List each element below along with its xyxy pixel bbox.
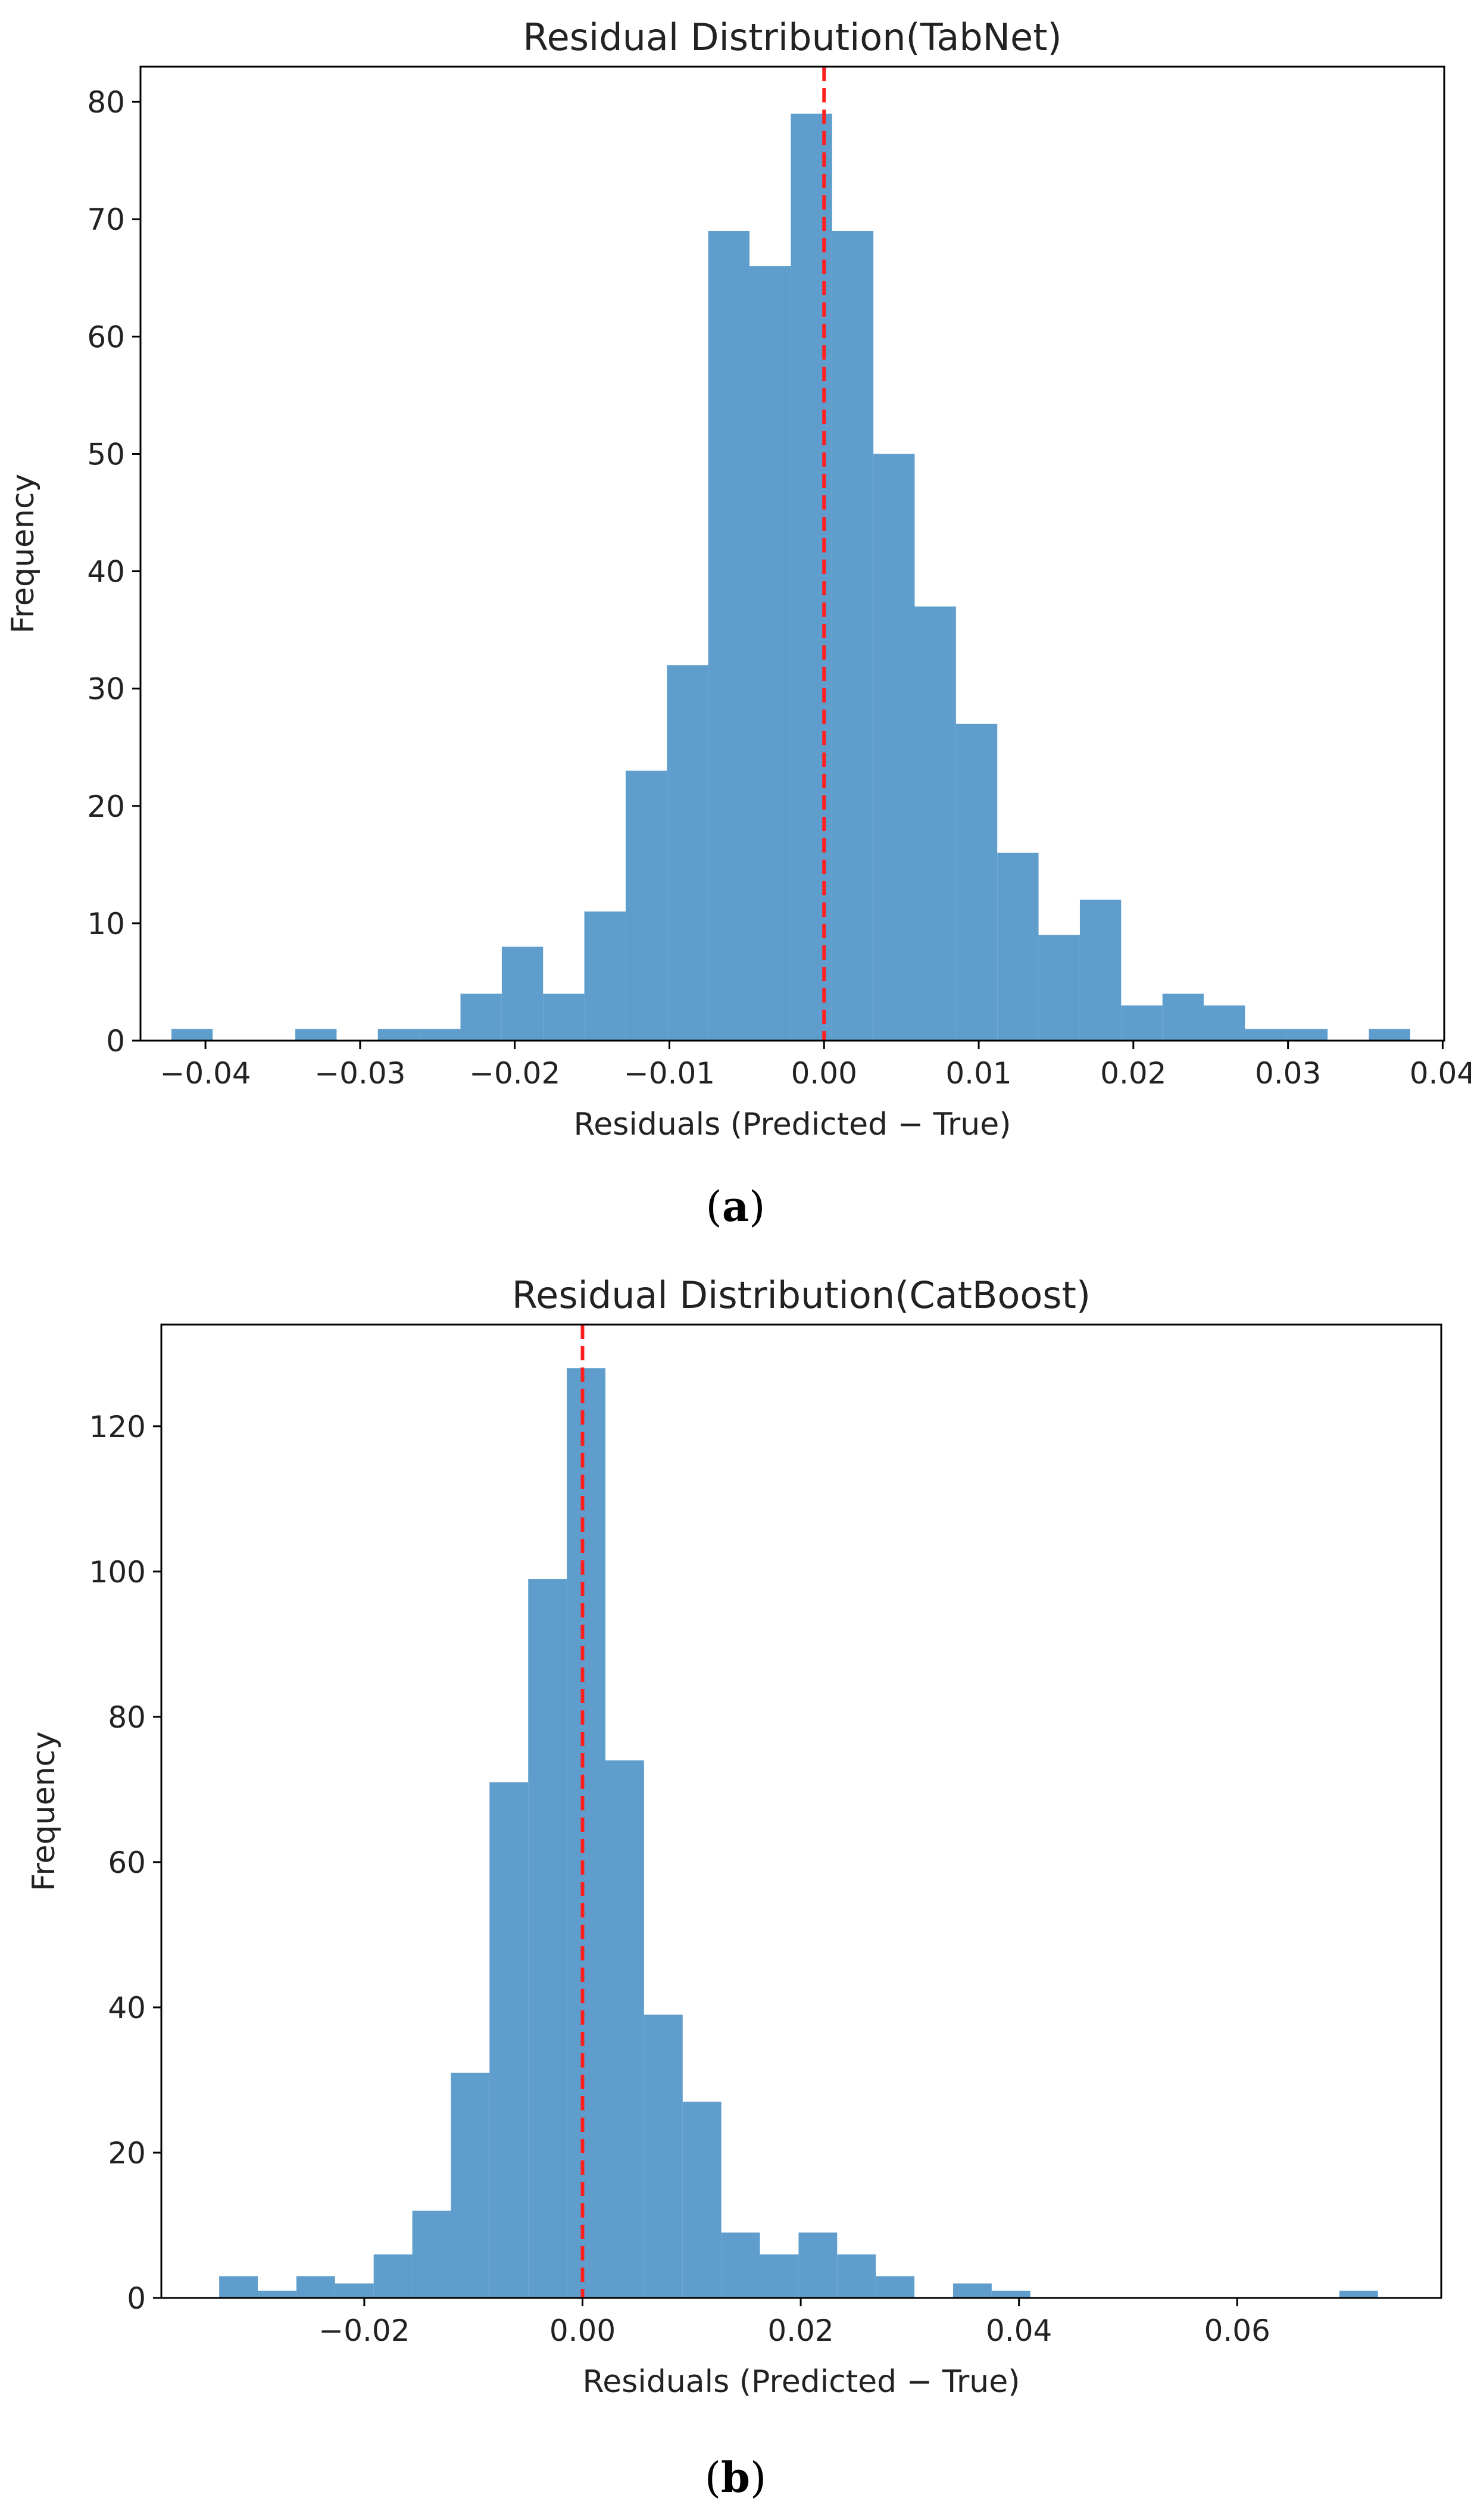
- bars-group: [219, 1368, 1378, 2298]
- y-tick-label: 40: [108, 1991, 146, 2025]
- x-tick-label: 0.03: [1255, 1056, 1321, 1091]
- y-tick-label: 10: [87, 907, 125, 941]
- histogram-bar: [412, 2210, 451, 2298]
- y-tick-label: 0: [106, 1024, 125, 1058]
- histogram-bar: [377, 1029, 420, 1041]
- x-tick-label: 0.04: [986, 2313, 1052, 2348]
- histogram-bar: [1369, 1029, 1410, 1041]
- chart-panel-b: Residual Distribution(CatBoost) −0.02 0.00…: [0, 1256, 1471, 2520]
- histogram-bar: [258, 2290, 296, 2298]
- histogram-bar: [749, 266, 791, 1041]
- histogram-bar: [528, 1579, 567, 2298]
- histogram-bar: [501, 947, 544, 1041]
- x-tick-label: −0.04: [160, 1056, 251, 1091]
- histogram-bar: [682, 2101, 722, 2298]
- histogram-bar: [791, 113, 832, 1041]
- histogram-bar: [605, 1760, 644, 2298]
- y-tick-label: 60: [87, 320, 125, 354]
- x-tick-label: 0.01: [945, 1056, 1011, 1091]
- y-tick-label: 120: [89, 1410, 146, 1444]
- histogram-bar: [625, 770, 667, 1041]
- histogram-bar: [955, 723, 998, 1041]
- histogram-bar: [798, 2232, 838, 2298]
- histogram-bar: [584, 911, 626, 1041]
- y-tick-label: 20: [87, 789, 125, 824]
- histogram-bar: [219, 2276, 258, 2298]
- histogram-bar: [1079, 900, 1122, 1041]
- y-tick-label: 0: [127, 2281, 146, 2316]
- y-tick-label: 60: [108, 1845, 146, 1880]
- chart-panel-a: Residual Distribution(TabNet) −0.04 −0.03 −…: [0, 0, 1471, 1238]
- x-tick-label: 0.02: [767, 2313, 833, 2348]
- x-tick-label: 0.00: [549, 2313, 616, 2348]
- histogram-bar: [373, 2254, 413, 2298]
- histogram-bar: [837, 2254, 876, 2298]
- histogram-catboost: Residual Distribution(CatBoost) −0.02 0.00…: [26, 1273, 1442, 2400]
- histogram-bar: [451, 2072, 490, 2298]
- histogram-bar: [1286, 1029, 1328, 1041]
- y-axis-label: Frequency: [26, 1731, 62, 1891]
- histogram-bar: [1339, 2290, 1378, 2298]
- caption-b: (b): [704, 2453, 767, 2502]
- histogram-bar: [1245, 1029, 1286, 1041]
- x-tick-label: −0.02: [318, 2313, 410, 2348]
- histogram-bar: [873, 454, 915, 1041]
- histogram-bar: [644, 2015, 683, 2298]
- histogram-bar: [876, 2276, 915, 2298]
- histogram-bar: [708, 230, 750, 1041]
- histogram-bar: [296, 2276, 335, 2298]
- x-tick-label: −0.01: [624, 1056, 715, 1091]
- histogram-bar: [295, 1029, 337, 1041]
- y-tick-label: 20: [108, 2136, 146, 2171]
- histogram-bar: [991, 2290, 1030, 2298]
- histogram-bar: [567, 1368, 605, 2298]
- x-tick-label: 0.04: [1410, 1056, 1471, 1091]
- chart-title: Residual Distribution(TabNet): [523, 15, 1061, 59]
- histogram-bar: [1162, 994, 1204, 1041]
- x-axis-label: Residuals (Predicted − True): [583, 2364, 1020, 2400]
- histogram-bar: [335, 2283, 374, 2298]
- histogram-bar: [460, 994, 502, 1041]
- histogram-bar: [543, 994, 585, 1041]
- histogram-bar: [914, 606, 956, 1041]
- chart-title: Residual Distribution(CatBoost): [512, 1273, 1091, 1317]
- y-tick-label: 100: [89, 1555, 146, 1590]
- histogram-bar: [171, 1029, 213, 1041]
- x-tick-label: 0.06: [1204, 2313, 1270, 2348]
- histogram-bar: [1121, 1005, 1163, 1041]
- x-tick-label: −0.03: [314, 1056, 405, 1091]
- histogram-bar: [952, 2283, 992, 2298]
- histogram-bar: [721, 2232, 760, 2298]
- histogram-bar: [832, 230, 874, 1041]
- histogram-tabnet: Residual Distribution(TabNet) −0.04 −0.03 −…: [5, 15, 1471, 1142]
- caption-a: (a): [705, 1182, 766, 1231]
- histogram-bar: [1038, 935, 1080, 1041]
- y-tick-label: 30: [87, 672, 125, 707]
- plot-frame: [160, 1323, 1442, 2299]
- histogram-bar: [997, 853, 1039, 1041]
- y-tick-label: 40: [87, 555, 125, 589]
- histogram-bar: [1204, 1005, 1245, 1041]
- x-tick-label: 0.00: [791, 1056, 857, 1091]
- y-tick-label: 50: [87, 437, 125, 471]
- histogram-bar: [489, 1782, 529, 2298]
- y-tick-label: 80: [108, 1700, 146, 1735]
- y-tick-label: 80: [87, 85, 125, 120]
- y-axis-label: Frequency: [5, 474, 41, 634]
- x-tick-label: 0.02: [1100, 1056, 1166, 1091]
- histogram-bar: [667, 665, 708, 1041]
- bars-group: [171, 113, 1410, 1041]
- plot-frame: [139, 65, 1445, 1042]
- histogram-bar: [760, 2254, 799, 2298]
- x-tick-label: −0.02: [469, 1056, 560, 1091]
- histogram-bar: [419, 1029, 461, 1041]
- y-tick-label: 70: [87, 202, 125, 237]
- x-axis-label: Residuals (Predicted − True): [574, 1107, 1011, 1142]
